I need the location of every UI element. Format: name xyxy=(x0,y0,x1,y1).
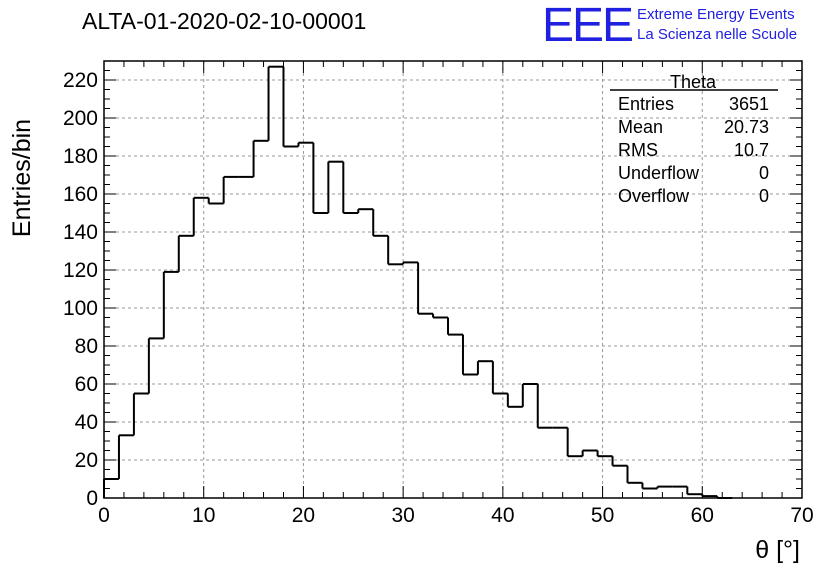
histogram-bars xyxy=(103,65,733,499)
y-tick-label: 120 xyxy=(63,259,98,282)
logo-line2: La Scienza nelle Scuole xyxy=(637,26,798,43)
histogram-bin xyxy=(686,486,703,496)
stats-label: Entries xyxy=(618,94,674,114)
histogram-bin xyxy=(177,234,194,272)
y-tick-label: 200 xyxy=(63,107,98,130)
histogram-bin xyxy=(252,139,269,177)
stats-value: 0 xyxy=(759,186,769,206)
histogram-bin xyxy=(536,384,553,429)
x-tick-label: 10 xyxy=(192,504,215,527)
stats-value: 10.7 xyxy=(734,140,769,160)
logo-letters: EEE xyxy=(542,0,634,52)
y-axis-title: Entries/bin xyxy=(8,119,36,237)
x-tick-label: 70 xyxy=(790,504,813,527)
stats-name: Theta xyxy=(670,72,717,92)
y-tick-label: 80 xyxy=(75,335,98,358)
x-tick-label: 40 xyxy=(491,504,514,527)
histogram-bin xyxy=(162,270,179,339)
histogram-bin xyxy=(312,142,329,214)
histogram-bin xyxy=(596,450,613,458)
histogram-bin xyxy=(656,485,673,489)
x-tick-label: 0 xyxy=(98,504,110,527)
histogram-bin xyxy=(432,313,449,319)
histogram-bin xyxy=(581,449,598,457)
x-tick-label: 50 xyxy=(591,504,614,527)
histogram-bin xyxy=(402,261,419,265)
grid-lines xyxy=(104,61,802,498)
histogram-bin xyxy=(626,465,643,484)
y-tick-label: 100 xyxy=(63,297,98,320)
stats-value: 0 xyxy=(759,163,769,183)
histogram-bin xyxy=(447,317,463,336)
histogram-bin xyxy=(222,175,239,204)
axis-ticks xyxy=(103,60,803,499)
stats-label: Overflow xyxy=(618,186,690,206)
histogram-bin xyxy=(192,196,209,236)
histogram-bin xyxy=(357,208,374,213)
chart-title: ALTA-01-2020-02-10-00001 xyxy=(82,8,367,34)
histogram-bin xyxy=(207,197,224,205)
histogram-bin xyxy=(342,161,359,214)
logo-line1: Extreme Energy Events xyxy=(637,6,795,23)
histogram-bin xyxy=(372,209,389,237)
histogram-bin xyxy=(611,456,628,467)
y-tick-label: 20 xyxy=(75,449,98,472)
histogram-bin xyxy=(521,383,538,407)
histogram-bin xyxy=(491,361,508,395)
y-tick-label: 160 xyxy=(63,183,98,206)
x-tick-label: 30 xyxy=(391,504,414,527)
stats-label: Underflow xyxy=(618,163,700,183)
stats-value: 20.73 xyxy=(724,117,769,137)
y-tick-label: 0 xyxy=(86,487,98,510)
histogram-bin xyxy=(387,235,404,266)
histogram-bin xyxy=(297,141,314,147)
x-tick-labels: 0 10 20 30 40 50 60 70 xyxy=(98,504,814,527)
histogram-bin xyxy=(132,392,149,436)
histogram-bin xyxy=(267,65,284,141)
y-tick-labels: 0 20 40 60 80 100 120 140 160 180 200 220 xyxy=(63,69,98,510)
y-tick-label: 60 xyxy=(75,373,98,396)
y-tick-label: 220 xyxy=(63,69,98,92)
x-tick-label: 20 xyxy=(292,504,315,527)
histogram-bin xyxy=(641,482,658,490)
histogram-bin xyxy=(417,262,434,315)
histogram-bin xyxy=(117,434,134,479)
histogram-bin xyxy=(282,66,299,148)
y-tick-label: 180 xyxy=(63,145,98,168)
stats-label: Mean xyxy=(618,117,663,137)
histogram-bin xyxy=(327,160,344,213)
y-tick-label: 140 xyxy=(63,221,98,244)
y-tick-label: 40 xyxy=(75,411,98,434)
histogram-bin xyxy=(701,494,718,498)
x-axis-title: θ [°] xyxy=(755,536,800,564)
histogram-bin xyxy=(506,393,523,408)
histogram-bin xyxy=(566,427,583,458)
x-tick-label: 60 xyxy=(691,504,714,527)
histogram-bin xyxy=(461,334,478,376)
stats-label: RMS xyxy=(618,140,658,160)
plot-frame xyxy=(103,60,803,499)
histogram-bin xyxy=(476,360,493,375)
histogram-bin xyxy=(147,337,164,394)
stats-box: Theta Entries 3651 Mean 20.73 RMS 10.7 Underfl… xyxy=(610,72,778,206)
stats-value: 3651 xyxy=(729,94,769,114)
